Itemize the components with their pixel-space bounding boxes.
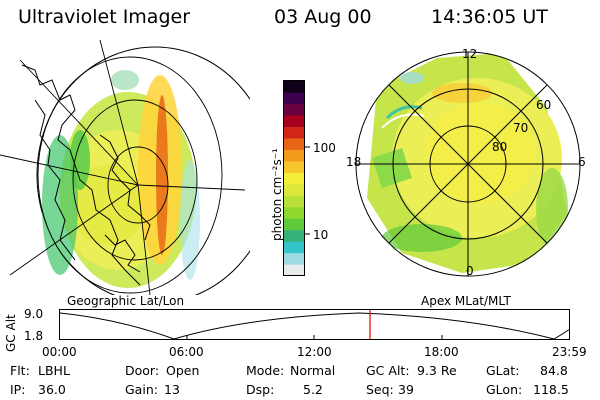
colorbar-segment	[284, 114, 305, 127]
colorbar-unit-label: photon cm⁻²s⁻¹	[270, 148, 284, 241]
colorbar-segment	[284, 241, 305, 254]
mlt-label-12: 12	[462, 47, 478, 61]
colorbar-segment	[284, 206, 305, 219]
colorbar-segment	[284, 149, 305, 162]
status-door-value: Open	[166, 363, 200, 378]
orbit-axis-label: GC Alt	[4, 314, 18, 352]
mlat-label-80: 80	[492, 140, 508, 154]
time-label: 14:36:05 UT	[431, 6, 548, 28]
orbit-altitude-plot	[59, 309, 571, 340]
status-door-key: Door:	[125, 363, 160, 378]
colorbar-segment	[284, 229, 305, 242]
status-seq-key: Seq:	[366, 382, 394, 397]
colorbar-segment	[284, 195, 305, 208]
colorbar-segment	[284, 103, 305, 116]
status-gcalt-value: 9.3 Re	[417, 363, 457, 378]
mlt-label-18: 18	[346, 155, 362, 169]
colorbar-segment	[284, 183, 305, 196]
orbit-xtick-3: 18:00	[424, 345, 459, 359]
status-glat-value: 84.8	[540, 363, 568, 378]
mlt-label-0: 0	[466, 264, 474, 278]
status-ip-value: 36.0	[38, 382, 66, 397]
status-mode-key: Mode:	[246, 363, 285, 378]
orbit-ytick-max: 9.0	[24, 307, 44, 321]
geographic-auroral-image	[0, 40, 250, 295]
colorbar-tick-10: 10	[313, 228, 329, 242]
orbit-ytick-min: 1.8	[24, 329, 44, 343]
status-dsp-value: 5.2	[303, 382, 323, 397]
status-ip-key: IP:	[10, 382, 26, 397]
auroral-oval	[42, 70, 200, 288]
colorbar-segment	[284, 91, 305, 105]
status-glon-key: GLon:	[486, 382, 523, 397]
instrument-title: Ultraviolet Imager	[18, 6, 191, 28]
orbit-xtick-1: 06:00	[169, 345, 204, 359]
orbit-xtick-2: 12:00	[297, 345, 332, 359]
colorbar-segment	[284, 264, 305, 277]
orbit-xtick-0: 00:00	[42, 345, 77, 359]
colorbar-segment	[284, 160, 305, 173]
colorbar	[283, 80, 310, 277]
status-dsp-key: Dsp:	[246, 382, 275, 397]
apex-panel-caption: Apex MLat/MLT	[421, 294, 511, 308]
mlt-label-6: 6	[578, 155, 586, 169]
status-gain-value: 13	[164, 382, 180, 397]
status-flt-value: LBHL	[38, 363, 70, 378]
status-seq-value: 39	[398, 382, 414, 397]
status-gcalt-key: GC Alt:	[366, 363, 410, 378]
mlat-label-60: 60	[536, 98, 552, 112]
colorbar-segment	[284, 252, 305, 265]
status-mode-value: Normal	[290, 363, 336, 378]
colorbar-segment	[284, 137, 305, 150]
apex-polar-image	[355, 51, 581, 277]
colorbar-segment	[284, 172, 305, 185]
date-label: 03 Aug 00	[274, 6, 372, 28]
orbit-xtick-4: 23:59	[552, 345, 587, 359]
colorbar-segment	[284, 218, 305, 231]
status-glat-key: GLat:	[486, 363, 520, 378]
colorbar-segment	[284, 126, 305, 139]
geo-panel-caption: Geographic Lat/Lon	[67, 294, 185, 308]
colorbar-tick-100: 100	[313, 141, 336, 155]
status-flt-key: Flt:	[10, 363, 30, 378]
mlat-label-70: 70	[513, 121, 529, 135]
colorbar-segment	[284, 80, 305, 93]
status-glon-value: 118.5	[533, 382, 569, 397]
status-gain-key: Gain:	[125, 382, 158, 397]
